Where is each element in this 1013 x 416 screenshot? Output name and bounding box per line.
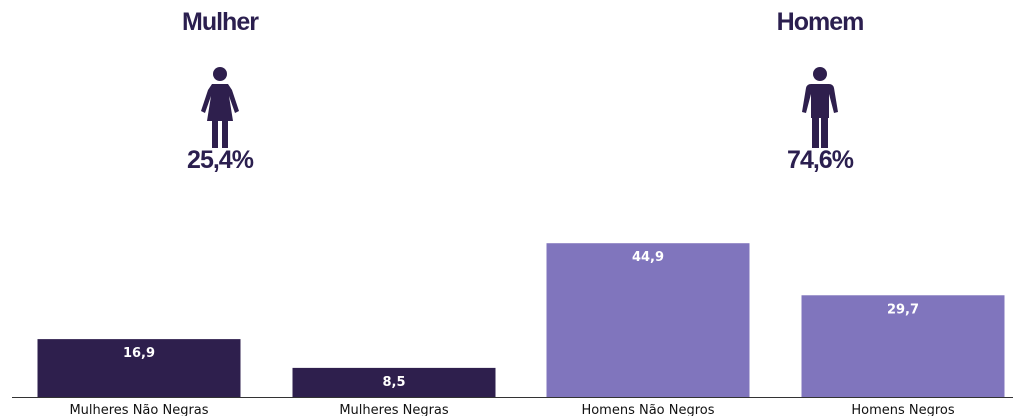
woman-icon (201, 67, 239, 148)
bar-value-label-3: 44,9 (632, 250, 664, 265)
group-title-women: Mulher (182, 8, 259, 36)
category-label-3: Homens Não Negros (581, 403, 714, 416)
category-label-4: Homens Negros (851, 403, 955, 416)
bar-2 (292, 367, 496, 397)
group-percent-women: 25,4% (187, 146, 254, 174)
category-label-2: Mulheres Negras (339, 403, 449, 416)
group-percent-men: 74,6% (787, 146, 854, 174)
bar-1 (37, 339, 241, 397)
group-title-men: Homem (776, 8, 865, 36)
category-label-1: Mulheres Não Negras (69, 403, 208, 416)
bar-value-label-2: 8,5 (382, 375, 405, 390)
bar-3 (546, 243, 750, 397)
bar-value-label-4: 29,7 (887, 302, 919, 317)
bar-value-label-1: 16,9 (123, 346, 155, 361)
bar-4 (801, 295, 1005, 397)
man-icon (802, 67, 838, 148)
